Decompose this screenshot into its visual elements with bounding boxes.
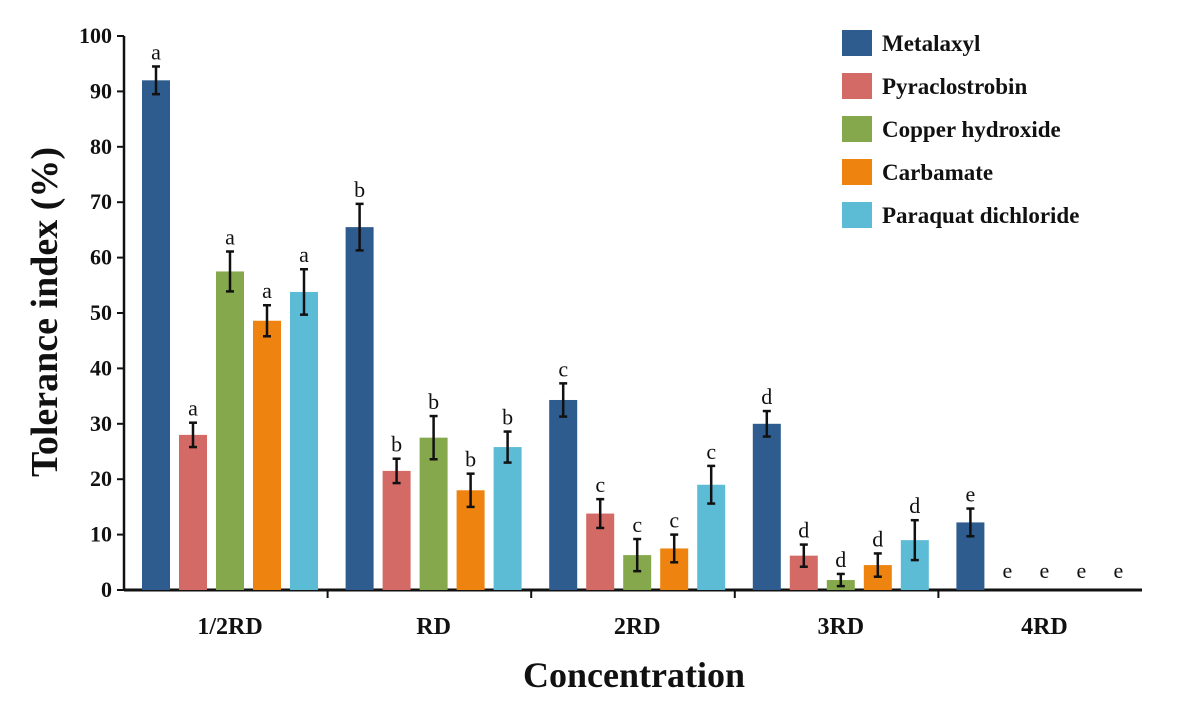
legend-label: Carbamate	[882, 160, 993, 185]
significance-label: d	[909, 493, 920, 518]
significance-label: e	[1003, 558, 1013, 583]
significance-label: b	[391, 432, 402, 457]
legend-label: Metalaxyl	[882, 31, 980, 56]
y-tick-label: 60	[90, 245, 112, 270]
bar	[142, 80, 170, 590]
x-axis-title: Concentration	[523, 655, 745, 695]
x-tick-label: 4RD	[1021, 614, 1068, 640]
significance-label: b	[502, 405, 513, 430]
legend-swatch	[842, 116, 872, 142]
y-axis-title: Tolerance index (%)	[24, 147, 66, 477]
significance-label: e	[966, 482, 976, 507]
error-bars	[152, 65, 975, 588]
bar	[179, 434, 207, 590]
significance-label: d	[872, 526, 883, 551]
significance-label: a	[151, 39, 161, 64]
legend-swatch	[842, 73, 872, 99]
x-tick-label: 1/2RD	[197, 614, 262, 640]
significance-labels: a b c d e a b c d e a b c d e a b c d e a b c d e	[151, 39, 1123, 583]
bar	[382, 470, 411, 590]
significance-label: a	[188, 396, 198, 421]
significance-label: e	[1040, 558, 1050, 583]
significance-label: b	[354, 177, 365, 202]
significance-label: b	[428, 389, 439, 414]
bar	[752, 423, 781, 590]
bar	[345, 227, 374, 590]
significance-label: c	[632, 512, 642, 537]
bars	[142, 80, 985, 590]
y-tick-label: 40	[90, 355, 112, 380]
bar	[419, 437, 448, 590]
legend-swatch	[842, 202, 872, 228]
significance-label: a	[299, 242, 309, 267]
bar	[493, 447, 522, 590]
significance-label: a	[262, 278, 272, 303]
bar	[216, 271, 244, 590]
significance-label: c	[669, 508, 679, 533]
bar	[549, 399, 578, 590]
y-tick-label: 20	[90, 466, 112, 491]
y-tick-label: 10	[90, 522, 112, 547]
significance-label: a	[225, 225, 235, 250]
significance-label: c	[706, 439, 716, 464]
x-tick-label: 2RD	[614, 614, 661, 640]
y-tick-label: 70	[90, 189, 112, 214]
y-tick-label: 100	[79, 23, 112, 48]
y-axis: 0 10 20 30 40 50 60 70 80 90 100	[79, 23, 126, 602]
y-tick-label: 30	[90, 411, 112, 436]
x-tick-label: RD	[416, 614, 451, 640]
y-tick-label: 90	[90, 78, 112, 103]
legend: Metalaxyl Pyraclostrobin Copper hydroxide C…	[842, 30, 1079, 228]
y-tick-label: 80	[90, 134, 112, 159]
bar	[253, 320, 281, 590]
legend-swatch	[842, 30, 872, 56]
significance-label: b	[465, 447, 476, 472]
legend-label: Copper hydroxide	[882, 117, 1061, 142]
significance-label: e	[1114, 558, 1124, 583]
significance-label: e	[1077, 558, 1087, 583]
x-tick-label: 3RD	[817, 614, 864, 640]
legend-label: Pyraclostrobin	[882, 74, 1027, 99]
y-tick-label: 0	[101, 577, 112, 602]
legend-label: Paraquat dichloride	[882, 203, 1079, 228]
legend-swatch	[842, 159, 872, 185]
significance-label: d	[835, 547, 846, 572]
bar	[290, 291, 318, 590]
y-tick-label: 50	[90, 300, 112, 325]
significance-label: d	[798, 518, 809, 543]
significance-label: c	[558, 356, 568, 381]
x-axis: 1/2RD RD 2RD 3RD 4RD	[124, 588, 1142, 640]
significance-label: d	[761, 384, 772, 409]
significance-label: c	[595, 472, 605, 497]
